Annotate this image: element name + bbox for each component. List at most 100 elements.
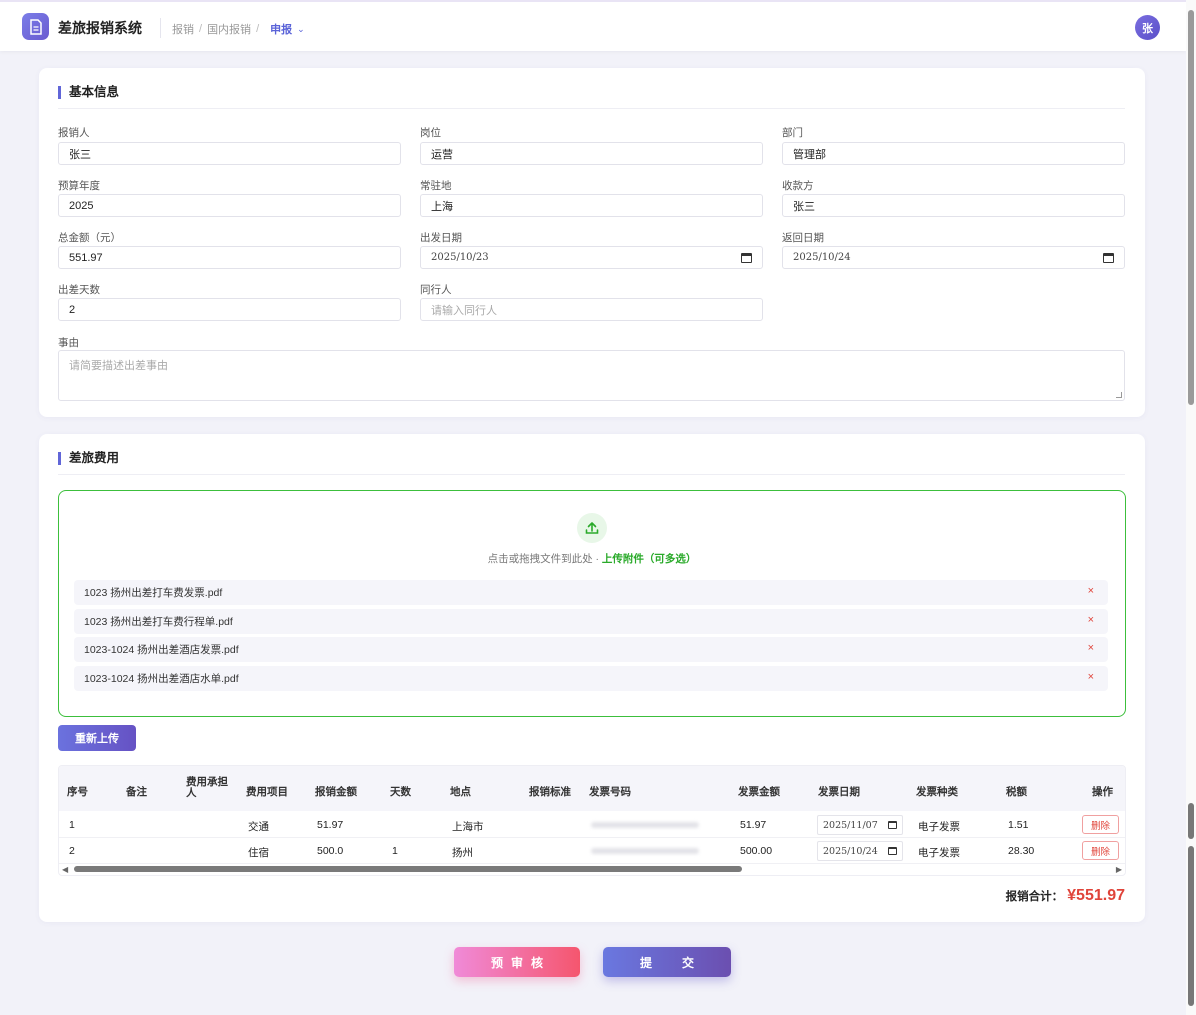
table-row: 1 交通 51.97 上海市 51.97 2025/11/07 电子发票 1.5… bbox=[59, 812, 1125, 838]
basic-info-card: 基本信息 报销人 张三 岗位 运营 部门 管理部 预算年度 2025 常驻地 上… bbox=[39, 68, 1145, 417]
cell-invoice-type[interactable]: 电子发票 bbox=[918, 847, 960, 859]
th-invoice-amount: 发票金额 bbox=[738, 786, 780, 798]
file-name: 1023-1024 扬州出差酒店水单.pdf bbox=[84, 673, 239, 685]
remove-file-icon[interactable]: × bbox=[1087, 614, 1094, 626]
scrollbar-thumb[interactable] bbox=[74, 866, 742, 872]
th-no: 序号 bbox=[67, 786, 88, 798]
cell-invoice-no-redacted bbox=[591, 822, 699, 828]
total-amount-field[interactable]: 551.97 bbox=[58, 246, 401, 269]
calendar-icon[interactable] bbox=[741, 252, 752, 263]
chevron-down-icon[interactable]: ⌄ bbox=[297, 23, 305, 34]
section-divider bbox=[58, 474, 1125, 475]
depart-date-field[interactable]: 2025/10/23 bbox=[420, 246, 763, 269]
payee-field[interactable]: 张三 bbox=[782, 194, 1125, 217]
app-title: 差旅报销系统 bbox=[58, 20, 142, 36]
cell-days[interactable]: 1 bbox=[392, 845, 398, 857]
cell-tax[interactable]: 1.51 bbox=[1008, 819, 1029, 831]
scrollbar-thumb[interactable] bbox=[1188, 10, 1194, 405]
th-standard: 报销标准 bbox=[529, 786, 571, 798]
base-location-label: 常驻地 bbox=[420, 180, 452, 192]
expense-table: 序号 备注 费用承担人 费用项目 报销金额 天数 地点 报销标准 发票号码 发票… bbox=[58, 765, 1126, 876]
upload-accent-text[interactable]: 上传附件（可多选） bbox=[601, 553, 697, 565]
cell-invoice-type[interactable]: 电子发票 bbox=[918, 821, 960, 833]
return-date-field[interactable]: 2025/10/24 bbox=[782, 246, 1125, 269]
calendar-icon[interactable] bbox=[1103, 252, 1114, 263]
file-name: 1023 扬州出差打车费行程单.pdf bbox=[84, 616, 233, 628]
scroll-right-icon[interactable]: ▶ bbox=[1115, 865, 1122, 874]
reimburse-total: 报销合计： ¥551.97 bbox=[1006, 887, 1125, 905]
delete-row-button[interactable]: 删除 bbox=[1082, 841, 1119, 860]
breadcrumb-item-reimburse[interactable]: 报销 bbox=[172, 24, 194, 36]
th-amount: 报销金额 bbox=[315, 786, 357, 798]
calendar-icon[interactable] bbox=[888, 821, 897, 829]
reason-placeholder: 请简要描述出差事由 bbox=[69, 360, 168, 372]
user-avatar[interactable]: 张 bbox=[1135, 15, 1160, 40]
cell-invoice-date[interactable]: 2025/10/24 bbox=[817, 841, 903, 861]
th-days: 天数 bbox=[390, 786, 411, 798]
precheck-button[interactable]: 预审核 bbox=[454, 947, 580, 977]
upload-hint: 点击或拖拽文件到此处 · 上传附件（可多选） bbox=[59, 551, 1125, 566]
days-label: 出差天数 bbox=[58, 284, 100, 296]
department-field[interactable]: 管理部 bbox=[782, 142, 1125, 165]
delete-row-button[interactable]: 删除 bbox=[1082, 815, 1119, 834]
breadcrumb-separator: / bbox=[199, 23, 203, 35]
days-field[interactable]: 2 bbox=[58, 298, 401, 321]
applicant-field[interactable]: 张三 bbox=[58, 142, 401, 165]
th-bearer-line2: 人 bbox=[186, 787, 197, 799]
upload-hint-text: 点击或拖拽文件到此处 · bbox=[487, 553, 602, 565]
expenses-card: 差旅费用 点击或拖拽文件到此处 · 上传附件（可多选） 1023 扬州出差打车费… bbox=[39, 434, 1145, 922]
section-divider bbox=[58, 108, 1125, 109]
upload-dropzone[interactable]: 点击或拖拽文件到此处 · 上传附件（可多选） 1023 扬州出差打车费发票.pd… bbox=[58, 490, 1126, 717]
calendar-icon[interactable] bbox=[888, 847, 897, 855]
cell-tax[interactable]: 28.30 bbox=[1008, 845, 1035, 857]
total-value: ¥551.97 bbox=[1067, 887, 1125, 904]
breadcrumb-item-domestic[interactable]: 国内报销 bbox=[207, 24, 252, 36]
position-field[interactable]: 运营 bbox=[420, 142, 763, 165]
cell-amount[interactable]: 51.97 bbox=[317, 819, 344, 831]
breadcrumb-separator: / bbox=[256, 23, 260, 35]
breadcrumb-item-apply[interactable]: 申报 bbox=[270, 24, 293, 36]
page-scrollbar[interactable] bbox=[1186, 0, 1196, 1015]
cell-item[interactable]: 交通 bbox=[248, 821, 269, 833]
th-item: 费用项目 bbox=[246, 786, 288, 798]
table-horizontal-scrollbar[interactable]: ◀ ▶ bbox=[59, 863, 1125, 875]
budget-year-field[interactable]: 2025 bbox=[58, 194, 401, 217]
total-label: 报销合计： bbox=[1005, 891, 1064, 903]
budget-year-label: 预算年度 bbox=[58, 180, 100, 192]
file-item: 1023-1024 扬州出差酒店发票.pdf × bbox=[74, 637, 1108, 662]
resize-handle-icon[interactable] bbox=[1116, 392, 1122, 398]
base-location-field[interactable]: 上海 bbox=[420, 194, 763, 217]
th-place: 地点 bbox=[450, 786, 471, 798]
remove-file-icon[interactable]: × bbox=[1087, 671, 1094, 683]
table-header: 序号 备注 费用承担人 费用项目 报销金额 天数 地点 报销标准 发票号码 发票… bbox=[59, 766, 1125, 811]
file-item: 1023 扬州出差打车费发票.pdf × bbox=[74, 580, 1108, 605]
file-item: 1023 扬州出差打车费行程单.pdf × bbox=[74, 609, 1108, 634]
th-bearer: 费用承担人 bbox=[186, 777, 228, 799]
th-invoice-date: 发票日期 bbox=[818, 786, 860, 798]
file-item: 1023-1024 扬州出差酒店水单.pdf × bbox=[74, 666, 1108, 691]
reupload-button[interactable]: 重新上传 bbox=[58, 725, 136, 751]
reason-textarea[interactable]: 请简要描述出差事由 bbox=[58, 350, 1125, 401]
reason-label: 事由 bbox=[58, 337, 79, 349]
position-label: 岗位 bbox=[420, 127, 441, 139]
cell-place[interactable]: 扬州 bbox=[452, 847, 473, 859]
cell-item[interactable]: 住宿 bbox=[248, 847, 269, 859]
depart-date-label: 出发日期 bbox=[420, 232, 462, 244]
cell-invoice-date[interactable]: 2025/11/07 bbox=[817, 815, 903, 835]
cell-place[interactable]: 上海市 bbox=[452, 821, 484, 833]
cell-invoice-amount[interactable]: 51.97 bbox=[740, 819, 767, 831]
remove-file-icon[interactable]: × bbox=[1087, 585, 1094, 597]
scrollbar-thumb-secondary[interactable] bbox=[1188, 846, 1194, 1006]
cell-no: 2 bbox=[69, 845, 75, 857]
breadcrumb: 报销 / 国内报销 / 申报 ⌄ bbox=[172, 21, 305, 37]
invoice-date-value: 2025/10/24 bbox=[823, 845, 878, 857]
scroll-left-icon[interactable]: ◀ bbox=[62, 865, 69, 874]
cell-invoice-amount[interactable]: 500.00 bbox=[740, 845, 773, 857]
remove-file-icon[interactable]: × bbox=[1087, 642, 1094, 654]
cell-amount[interactable]: 500.0 bbox=[317, 845, 344, 857]
scrollbar-thumb-secondary[interactable] bbox=[1188, 803, 1194, 839]
top-bar: 差旅报销系统 报销 / 国内报销 / 申报 ⌄ 张 bbox=[0, 0, 1186, 51]
companions-field[interactable]: 请输入同行人 bbox=[420, 298, 763, 321]
applicant-label: 报销人 bbox=[58, 127, 90, 139]
submit-button[interactable]: 提交 bbox=[603, 947, 731, 977]
